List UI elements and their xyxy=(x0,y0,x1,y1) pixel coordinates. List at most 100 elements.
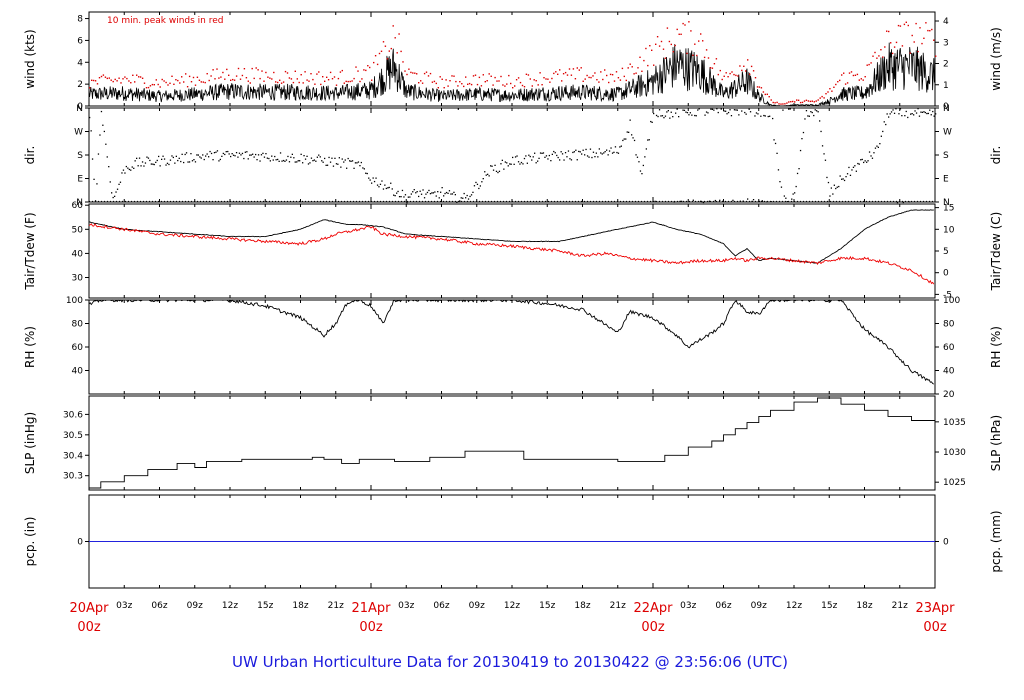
direction-point xyxy=(102,124,104,126)
peak-wind-point xyxy=(96,83,99,85)
panel-frame xyxy=(88,107,936,203)
peak-wind-point xyxy=(437,87,439,89)
peak-wind-point xyxy=(831,90,833,92)
direction-point xyxy=(407,196,409,198)
direction-point xyxy=(290,156,292,158)
peak-wind-point xyxy=(596,79,598,81)
peak-wind-point xyxy=(799,101,802,104)
peak-wind-point xyxy=(345,80,347,83)
peak-wind-point xyxy=(126,77,128,80)
direction-point xyxy=(843,179,846,182)
direction-point xyxy=(111,192,113,194)
peak-wind-point xyxy=(367,65,369,67)
direction-point xyxy=(870,155,872,157)
time-axis: 20Apr 00z 21Apr 00z 22Apr 00z 23Apr 00z 03z 06z 09… xyxy=(69,601,955,635)
peak-wind-point xyxy=(666,27,669,29)
peak-wind-point xyxy=(269,77,271,79)
direction-point xyxy=(578,150,580,153)
direction-point xyxy=(184,153,186,156)
peak-wind-point xyxy=(562,73,565,75)
direction-point xyxy=(415,192,417,194)
peak-wind-point xyxy=(349,80,351,83)
direction-point xyxy=(498,170,501,172)
direction-point xyxy=(119,181,122,183)
direction-point xyxy=(359,165,361,167)
peak-wind-point xyxy=(136,74,138,76)
peak-wind-point xyxy=(177,79,179,82)
direction-point xyxy=(553,150,555,153)
y-tick-label-left: W xyxy=(74,128,83,138)
peak-wind-point xyxy=(927,29,929,32)
direction-point xyxy=(714,199,716,202)
peak-wind-point xyxy=(559,69,561,71)
direction-point xyxy=(848,166,850,169)
direction-point xyxy=(588,156,590,158)
peak-wind-point xyxy=(864,76,866,78)
peak-wind-point xyxy=(772,101,774,104)
direction-point xyxy=(447,192,449,194)
y-tick-label-right: 1025 xyxy=(943,478,966,488)
peak-wind-point xyxy=(333,76,336,78)
y-tick-label-left: 30.6 xyxy=(63,410,83,420)
direction-point xyxy=(382,188,385,190)
direction-point xyxy=(921,111,924,113)
peak-wind-point xyxy=(410,71,412,74)
peak-wind-point xyxy=(682,22,684,25)
peak-wind-point xyxy=(396,52,398,54)
direction-point xyxy=(344,159,346,161)
peak-wind-point xyxy=(645,47,647,50)
peak-wind-point xyxy=(778,103,780,105)
direction-point xyxy=(423,197,426,199)
peak-wind-point xyxy=(512,87,514,89)
peak-wind-point xyxy=(627,67,629,69)
peak-wind-point xyxy=(733,73,735,76)
peak-wind-point xyxy=(218,77,220,79)
peak-wind-point xyxy=(823,97,825,99)
peak-wind-point xyxy=(151,83,154,86)
peak-wind-point xyxy=(451,75,453,77)
direction-point xyxy=(279,152,282,154)
direction-point xyxy=(866,161,868,163)
hour-label: 18z xyxy=(856,601,872,611)
direction-point xyxy=(581,153,583,155)
y-tick-label-right: 1030 xyxy=(943,448,966,458)
direction-point xyxy=(563,159,565,161)
direction-point xyxy=(557,156,559,159)
direction-point xyxy=(920,111,922,113)
direction-point xyxy=(517,161,520,163)
peak-wind-point xyxy=(414,72,416,74)
peak-wind-point xyxy=(284,70,287,73)
direction-point xyxy=(329,161,332,163)
peak-wind-point xyxy=(825,93,827,95)
direction-point xyxy=(608,150,611,152)
peak-wind-point xyxy=(186,86,189,88)
peak-wind-point xyxy=(608,81,610,84)
direction-point xyxy=(896,201,899,204)
peak-wind-point xyxy=(208,79,210,82)
direction-point xyxy=(387,187,389,189)
peak-wind-point xyxy=(745,70,747,72)
direction-point xyxy=(247,158,249,160)
peak-wind-point xyxy=(412,72,414,74)
direction-point xyxy=(322,161,324,163)
y-tick-label-right: 1035 xyxy=(943,418,966,428)
direction-point xyxy=(174,162,176,164)
peak-wind-point xyxy=(576,67,578,69)
peak-wind-point xyxy=(445,79,447,81)
direction-point xyxy=(598,148,600,150)
y-tick-label-left: 2 xyxy=(77,80,83,90)
direction-point xyxy=(401,189,404,192)
y-tick-label-left: N xyxy=(76,104,83,114)
peak-wind-point xyxy=(709,67,712,69)
peak-wind-point xyxy=(261,70,263,72)
direction-point xyxy=(163,158,166,160)
peak-wind-point xyxy=(919,27,921,29)
peak-wind-point xyxy=(263,80,265,82)
panel-dir: dir. dir. N N E E S S W W N N xyxy=(23,104,1003,208)
peak-wind-point xyxy=(294,70,296,72)
direction-point xyxy=(97,153,100,155)
peak-wind-point xyxy=(104,76,107,78)
peak-wind-point xyxy=(611,74,614,76)
peak-wind-point xyxy=(782,103,784,105)
peak-wind-point xyxy=(527,74,530,76)
